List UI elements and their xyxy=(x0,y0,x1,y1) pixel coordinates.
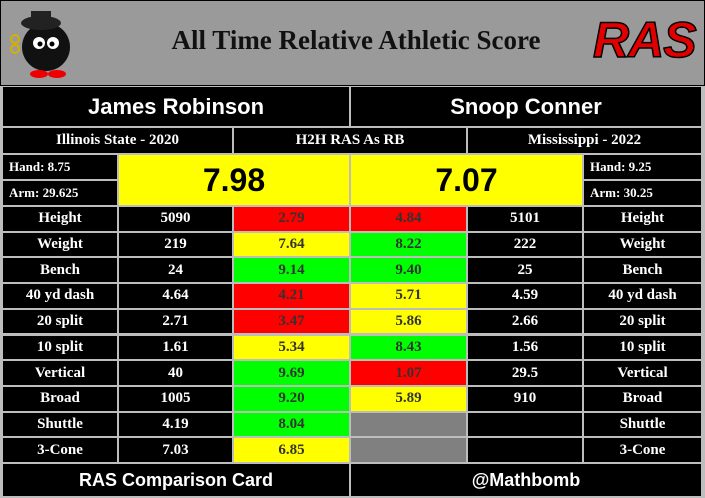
metric-score: 4.21 xyxy=(234,284,349,308)
metric-label: Bench xyxy=(3,258,117,283)
metric-value xyxy=(468,438,582,462)
metric-label: 10 split xyxy=(3,335,117,360)
player-name: Snoop Conner xyxy=(351,87,701,126)
metric-score: 9.14 xyxy=(234,258,349,283)
metric-value: 40 xyxy=(119,361,232,385)
metric-label: Broad xyxy=(584,386,701,411)
metric-score: 9.20 xyxy=(234,386,349,411)
ras-score: 7.98 xyxy=(119,155,349,205)
metric-score xyxy=(351,412,466,437)
header: All Time Relative Athletic Score RAS xyxy=(0,0,705,86)
hand: Hand: 8.75 xyxy=(3,155,117,179)
ras-logo: RAS xyxy=(592,11,697,69)
metric-label: Height xyxy=(3,207,117,231)
metric-label: Bench xyxy=(584,258,701,283)
metric-value: 1.56 xyxy=(468,335,582,360)
metric-value: 5101 xyxy=(468,207,582,231)
hand: Hand: 9.25 xyxy=(584,155,701,179)
metric-value: 25 xyxy=(468,258,582,283)
metric-score: 9.69 xyxy=(234,361,349,385)
metric-label: 20 split xyxy=(3,309,117,334)
metric-label: 40 yd dash xyxy=(3,284,117,308)
metric-value: 4.64 xyxy=(119,284,232,308)
metric-label: Weight xyxy=(584,232,701,257)
metric-label: Broad xyxy=(3,386,117,411)
player-name: James Robinson xyxy=(3,87,349,126)
metric-value: 5090 xyxy=(119,207,232,231)
metric-label: 10 split xyxy=(584,335,701,360)
ras-score: 7.07 xyxy=(351,155,582,205)
metric-value: 2.66 xyxy=(468,309,582,334)
metric-value: 1005 xyxy=(119,386,232,411)
metric-score: 5.34 xyxy=(234,335,349,360)
metric-value: 7.03 xyxy=(119,438,232,462)
metric-score: 5.86 xyxy=(351,309,466,334)
school: Mississippi - 2022 xyxy=(468,128,701,153)
footer-text: @Mathbomb xyxy=(351,464,701,496)
logo-icon xyxy=(10,11,70,78)
metric-score: 6.85 xyxy=(234,438,349,462)
arm: Arm: 29.625 xyxy=(3,181,117,205)
metric-label: 3-Cone xyxy=(584,438,701,462)
metric-score: 1.07 xyxy=(351,361,466,385)
metric-value xyxy=(468,412,582,437)
metric-score: 2.79 xyxy=(234,207,349,231)
arm: Arm: 30.25 xyxy=(584,181,701,205)
footer-text: RAS Comparison Card xyxy=(3,464,349,496)
metric-value: 1.61 xyxy=(119,335,232,360)
metric-value: 222 xyxy=(468,232,582,257)
metric-score xyxy=(351,438,466,462)
metric-score: 8.22 xyxy=(351,232,466,257)
metric-label: Vertical xyxy=(3,361,117,385)
metric-label: Weight xyxy=(3,232,117,257)
metric-value: 2.71 xyxy=(119,309,232,334)
metric-score: 5.71 xyxy=(351,284,466,308)
metric-label: 3-Cone xyxy=(3,438,117,462)
metric-label: Shuttle xyxy=(584,412,701,437)
school: Illinois State - 2020 xyxy=(3,128,232,153)
metric-score: 7.64 xyxy=(234,232,349,257)
metric-score: 9.40 xyxy=(351,258,466,283)
metric-label: Height xyxy=(584,207,701,231)
metric-score: 4.84 xyxy=(351,207,466,231)
metric-label: Vertical xyxy=(584,361,701,385)
metric-value: 219 xyxy=(119,232,232,257)
title: All Time Relative Athletic Score xyxy=(171,25,541,55)
metric-value: 4.19 xyxy=(119,412,232,437)
metric-value: 29.5 xyxy=(468,361,582,385)
metric-value: 910 xyxy=(468,386,582,411)
metric-score: 8.43 xyxy=(351,335,466,360)
metric-label: 20 split xyxy=(584,309,701,334)
metric-value: 4.59 xyxy=(468,284,582,308)
metric-label: 40 yd dash xyxy=(584,284,701,308)
metric-value: 24 xyxy=(119,258,232,283)
metric-score: 5.89 xyxy=(351,386,466,411)
metric-label: Shuttle xyxy=(3,412,117,437)
metric-score: 3.47 xyxy=(234,309,349,334)
comparison-label: H2H RAS As RB xyxy=(234,128,466,153)
metric-score: 8.04 xyxy=(234,412,349,437)
